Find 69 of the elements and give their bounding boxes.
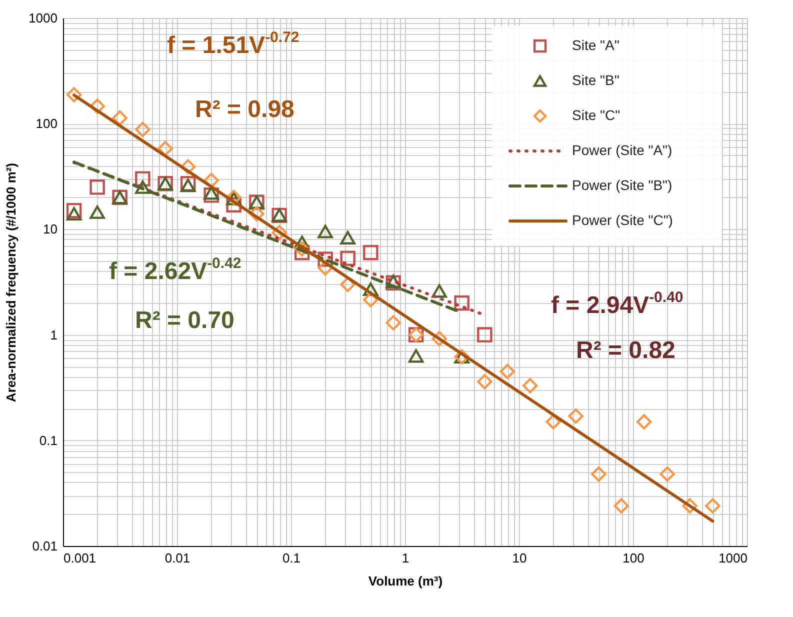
y-axis-title: Area-normalized frequency (#/1000 m²) xyxy=(4,162,19,402)
point xyxy=(294,245,310,260)
y-tick-label: 0.01 xyxy=(32,538,58,554)
point xyxy=(318,252,333,267)
point xyxy=(204,186,219,200)
x-tick-label: 100 xyxy=(622,550,644,566)
x-tick-label: 0.001 xyxy=(64,550,96,566)
point xyxy=(90,205,105,219)
point xyxy=(432,331,447,346)
point xyxy=(135,122,150,138)
y-tick-label: 100 xyxy=(36,116,58,132)
point xyxy=(90,98,105,114)
legend-label: Power (Site "C") xyxy=(572,212,673,228)
annotation: R² = 0.98 xyxy=(195,96,294,123)
y-tick-label: 1000 xyxy=(28,10,58,26)
point xyxy=(636,414,652,430)
point xyxy=(294,236,310,250)
legend-label: Site "B" xyxy=(572,72,620,88)
legend-label: Site "C" xyxy=(572,107,620,123)
point xyxy=(340,276,356,292)
x-tick-label: 1 xyxy=(402,550,410,566)
point xyxy=(363,282,378,296)
point xyxy=(66,202,82,218)
point xyxy=(180,159,196,174)
point xyxy=(112,110,128,126)
x-tick-label: 0.01 xyxy=(164,550,190,566)
x-tick-label: 0.1 xyxy=(282,550,301,566)
point xyxy=(363,292,378,308)
point xyxy=(90,180,105,195)
point xyxy=(204,188,219,203)
legend-label: Power (Site "B") xyxy=(572,177,672,193)
point xyxy=(522,378,538,394)
point xyxy=(66,87,82,102)
annotation: R² = 0.82 xyxy=(576,337,676,364)
point xyxy=(135,180,150,194)
point xyxy=(682,498,698,514)
point xyxy=(386,315,401,330)
y-tick-label: 1 xyxy=(50,327,58,342)
point xyxy=(204,172,219,188)
point xyxy=(226,197,242,212)
x-tick-label: 1000 xyxy=(718,550,748,566)
point xyxy=(340,231,356,244)
point xyxy=(340,250,356,266)
point xyxy=(318,260,333,276)
legend-label: Site "A" xyxy=(572,37,620,53)
point xyxy=(294,241,310,257)
point xyxy=(272,224,287,240)
y-tick-label: 0.1 xyxy=(39,432,58,448)
x-axis-title: Volume (m³) xyxy=(368,574,443,588)
point xyxy=(408,349,424,363)
point xyxy=(135,171,150,186)
point xyxy=(660,466,675,482)
point xyxy=(591,466,606,482)
point xyxy=(614,498,629,514)
point xyxy=(318,224,333,238)
point xyxy=(477,374,492,390)
point xyxy=(500,364,515,380)
legend-label: Power (Site "A") xyxy=(572,142,672,158)
point xyxy=(66,207,82,221)
point xyxy=(568,408,584,424)
point xyxy=(705,498,720,514)
point xyxy=(546,414,561,430)
annotation: R² = 0.70 xyxy=(135,307,234,334)
point xyxy=(363,245,378,260)
point xyxy=(249,206,264,222)
point xyxy=(158,140,173,156)
y-tick-label: 10 xyxy=(43,222,58,237)
point xyxy=(432,284,447,298)
x-tick-label: 10 xyxy=(512,550,527,566)
